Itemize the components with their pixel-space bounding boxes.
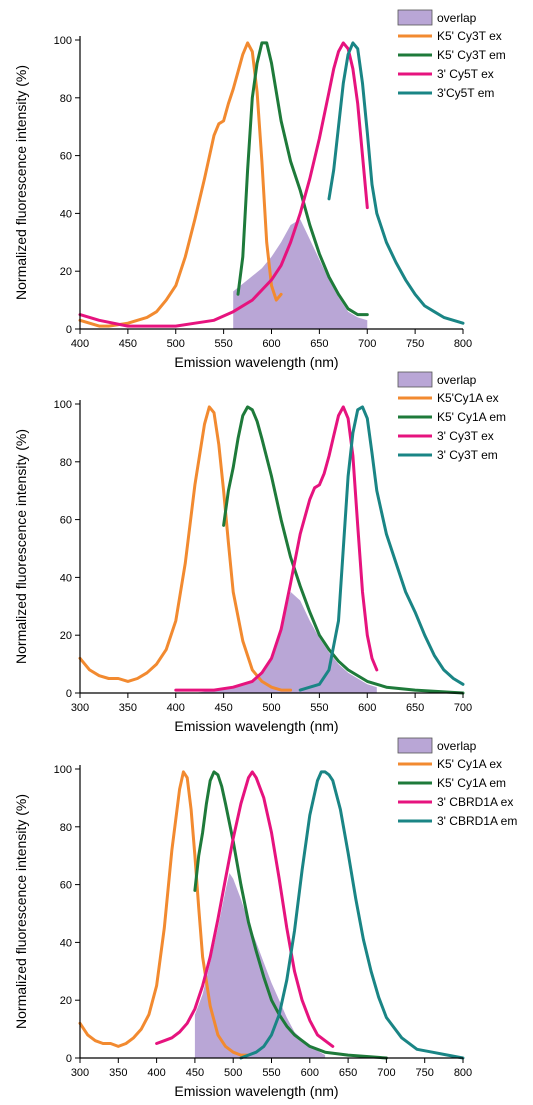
series-line-3	[174, 405, 379, 692]
x-tick-label: 700	[454, 702, 472, 714]
y-axis-title: Normalized fluorescence intensity (%)	[13, 65, 29, 300]
x-tick-label: 600	[301, 1067, 319, 1079]
series-line-2	[236, 41, 369, 317]
x-tick-label: 450	[186, 1067, 204, 1079]
x-tick-label: 350	[119, 702, 137, 714]
y-tick-label: 100	[54, 35, 72, 47]
legend-swatch-overlap	[397, 9, 433, 26]
y-tick-label: 20	[60, 630, 72, 642]
y-tick-label: 100	[54, 764, 72, 776]
series-line-2	[193, 770, 388, 1060]
legend-label-4: 3'Cy5T em	[437, 86, 494, 100]
x-axis-title: Emission wavelength (nm)	[174, 718, 338, 734]
x-tick-label: 650	[339, 1067, 357, 1079]
chart-panel-1: 400 450 500 550 600 650 700 750 800 0 20 40 60 80 100 E…	[13, 9, 506, 370]
y-tick-label: 60	[60, 515, 72, 527]
legend-label-3: 3' CBRD1A ex	[437, 795, 513, 809]
legend-label-2: K5' Cy1A em	[437, 776, 506, 790]
legend-label-2: K5' Cy1A em	[437, 410, 506, 424]
x-tick-label: 500	[262, 702, 280, 714]
x-tick-label: 400	[71, 338, 89, 350]
y-axis-title: Normalized fluorescence intensity (%)	[13, 794, 29, 1029]
series-line-3	[155, 770, 335, 1048]
x-tick-label: 550	[262, 1067, 280, 1079]
legend: overlap K5'Cy1A ex K5' Cy1A em 3' Cy3T ex 3'…	[397, 371, 506, 462]
y-tick-label: 80	[60, 457, 72, 469]
x-tick-label: 800	[454, 1067, 472, 1079]
y-axis-title: Normalized fluorescence intensity (%)	[13, 429, 29, 664]
y-tick-label: 40	[60, 572, 72, 584]
legend: overlap K5' Cy3T ex K5' Cy3T em 3' Cy5T ex 3…	[397, 9, 506, 100]
x-tick-label: 750	[406, 338, 424, 350]
y-tick-label: 60	[60, 151, 72, 163]
y-tick-label: 20	[60, 266, 72, 278]
y-tick-label: 0	[66, 324, 72, 336]
chart-panel-2: 300 350 400 450 500 550 600 650 700 0 20 40 60 80 100 E…	[13, 371, 506, 734]
overlap-area	[233, 219, 368, 329]
legend-label-overlap: overlap	[437, 373, 477, 387]
y-tick-label: 80	[60, 93, 72, 105]
y-tick-label: 0	[66, 688, 72, 700]
y-tick-label: 100	[54, 399, 72, 411]
legend-label-1: K5' Cy1A ex	[437, 757, 502, 771]
x-tick-label: 600	[358, 702, 376, 714]
chart-panel-3: 300 350 400 450 500 550 600 650 700 750 800 0 20 40 60…	[13, 737, 517, 1099]
legend-label-3: 3' Cy5T ex	[437, 67, 494, 81]
y-tick-label: 60	[60, 880, 72, 892]
x-tick-label: 400	[147, 1067, 165, 1079]
legend-label-overlap: overlap	[437, 739, 477, 753]
legend-label-overlap: overlap	[437, 11, 477, 25]
series-line-4	[298, 405, 465, 692]
x-tick-label: 700	[358, 338, 376, 350]
x-tick-label: 800	[454, 338, 472, 350]
series-line-1	[78, 41, 283, 328]
y-tick-label: 40	[60, 208, 72, 220]
y-tick-label: 40	[60, 937, 72, 949]
x-tick-label: 550	[214, 338, 232, 350]
legend-label-4: 3' CBRD1A em	[437, 814, 517, 828]
x-axis-title: Emission wavelength (nm)	[174, 354, 338, 370]
y-tick-label: 0	[66, 1053, 72, 1065]
x-tick-label: 400	[167, 702, 185, 714]
legend-swatch-overlap	[397, 371, 433, 388]
x-tick-label: 650	[406, 702, 424, 714]
legend-label-1: K5'Cy1A ex	[437, 391, 499, 405]
x-tick-label: 450	[119, 338, 137, 350]
overlap-area	[194, 591, 377, 693]
legend-label-3: 3' Cy3T ex	[437, 429, 494, 443]
series-line-1	[78, 770, 250, 1057]
legend-label-1: K5' Cy3T ex	[437, 29, 502, 43]
x-tick-label: 350	[109, 1067, 127, 1079]
x-tick-label: 650	[310, 338, 328, 350]
series-line-4	[239, 770, 465, 1060]
x-tick-label: 500	[224, 1067, 242, 1079]
legend-label-4: 3' Cy3T em	[437, 448, 498, 462]
series-line-4	[327, 41, 465, 325]
legend-label-2: K5' Cy3T em	[437, 48, 506, 62]
y-tick-label: 80	[60, 822, 72, 834]
legend-swatch-overlap	[397, 737, 433, 754]
x-axis-title: Emission wavelength (nm)	[174, 1083, 338, 1099]
series-line-2	[222, 405, 465, 695]
x-tick-label: 300	[71, 1067, 89, 1079]
x-tick-label: 300	[71, 702, 89, 714]
x-tick-label: 750	[416, 1067, 434, 1079]
x-tick-label: 700	[377, 1067, 395, 1079]
y-tick-label: 20	[60, 995, 72, 1007]
x-tick-label: 600	[262, 338, 280, 350]
legend: overlap K5' Cy1A ex K5' Cy1A em 3' CBRD1A e…	[397, 737, 517, 828]
series-line-1	[78, 405, 293, 692]
x-tick-label: 550	[310, 702, 328, 714]
x-tick-label: 450	[214, 702, 232, 714]
x-tick-label: 500	[167, 338, 185, 350]
